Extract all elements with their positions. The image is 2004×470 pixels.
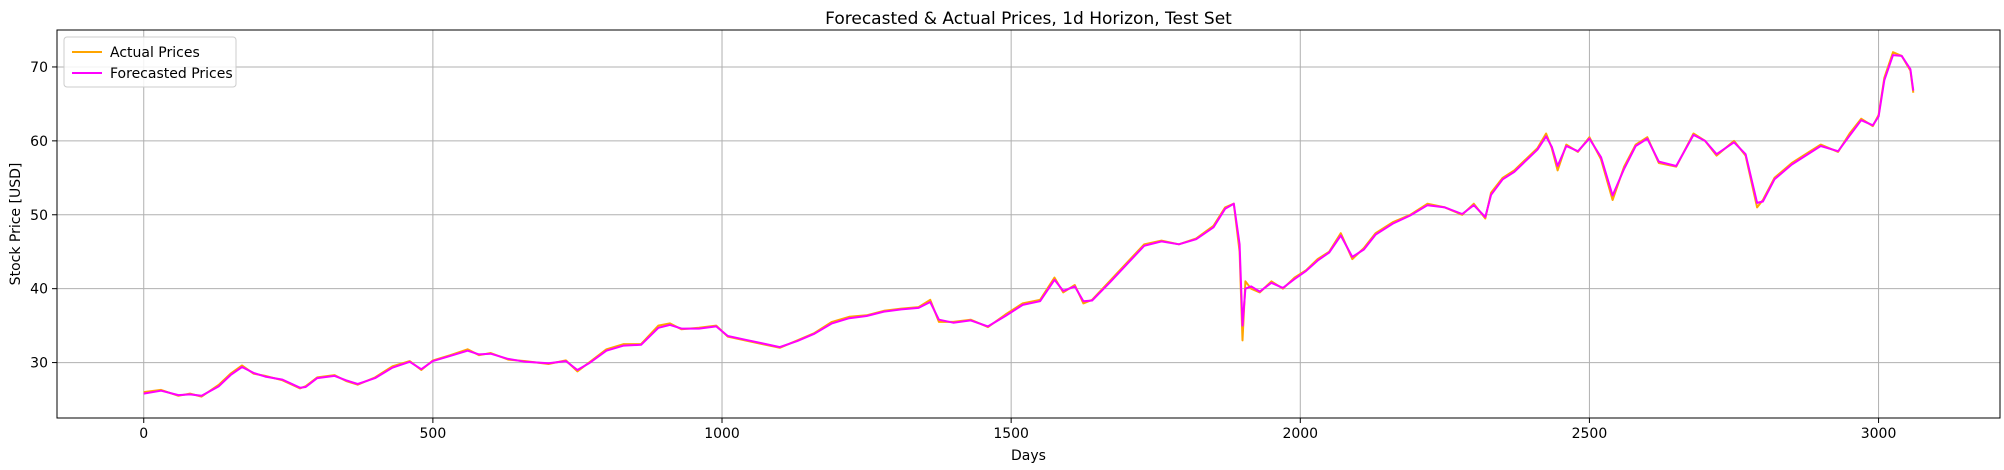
y-axis-title: Stock Price [USD] bbox=[8, 163, 24, 286]
y-tick-label: 30 bbox=[30, 356, 48, 372]
x-tick-label: 1000 bbox=[704, 426, 740, 442]
x-tick-label: 2500 bbox=[1572, 426, 1608, 442]
x-axis: 0 500 1000 1500 2000 2500 3000 bbox=[139, 418, 1896, 442]
x-tick-label: 2000 bbox=[1282, 426, 1318, 442]
series-line-forecasted-prices bbox=[143, 54, 1915, 397]
y-tick-label: 60 bbox=[30, 134, 48, 150]
grid bbox=[57, 30, 2000, 418]
x-tick-label: 0 bbox=[139, 426, 148, 442]
y-axis: 30 40 50 60 70 bbox=[30, 60, 57, 372]
plot-frame bbox=[56, 29, 2001, 419]
y-tick-label: 70 bbox=[30, 60, 48, 76]
y-tick-label: 40 bbox=[30, 282, 48, 298]
x-tick-label: 500 bbox=[420, 426, 447, 442]
x-tick-label: 1500 bbox=[993, 426, 1029, 442]
chart-title: Forecasted & Actual Prices, 1d Horizon, … bbox=[825, 9, 1232, 29]
x-axis-title: Days bbox=[1011, 448, 1046, 464]
x-tick-label: 3000 bbox=[1861, 426, 1897, 442]
series-lines bbox=[143, 51, 1915, 398]
legend: Actual Prices Forecasted Prices bbox=[63, 36, 237, 88]
y-tick-label: 50 bbox=[30, 208, 48, 224]
legend-label: Forecasted Prices bbox=[110, 66, 233, 82]
legend-label: Actual Prices bbox=[110, 45, 200, 61]
legend-box bbox=[63, 36, 237, 88]
